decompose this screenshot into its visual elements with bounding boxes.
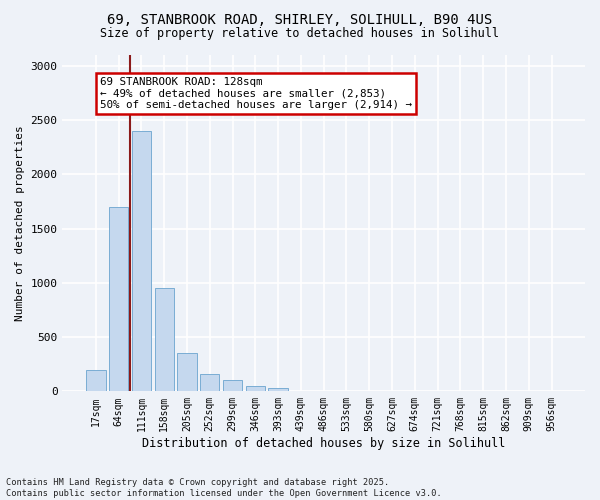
X-axis label: Distribution of detached houses by size in Solihull: Distribution of detached houses by size … — [142, 437, 505, 450]
Bar — [245, 386, 265, 392]
Y-axis label: Number of detached properties: Number of detached properties — [15, 126, 25, 321]
Bar — [223, 380, 242, 392]
Bar — [109, 207, 128, 392]
Text: Size of property relative to detached houses in Solihull: Size of property relative to detached ho… — [101, 28, 499, 40]
Text: 69 STANBROOK ROAD: 128sqm
← 49% of detached houses are smaller (2,853)
50% of se: 69 STANBROOK ROAD: 128sqm ← 49% of detac… — [100, 76, 412, 110]
Bar — [155, 288, 174, 392]
Bar — [178, 354, 197, 392]
Bar — [200, 374, 220, 392]
Bar — [268, 388, 288, 392]
Bar — [86, 370, 106, 392]
Text: Contains HM Land Registry data © Crown copyright and database right 2025.
Contai: Contains HM Land Registry data © Crown c… — [6, 478, 442, 498]
Text: 69, STANBROOK ROAD, SHIRLEY, SOLIHULL, B90 4US: 69, STANBROOK ROAD, SHIRLEY, SOLIHULL, B… — [107, 12, 493, 26]
Bar — [132, 131, 151, 392]
